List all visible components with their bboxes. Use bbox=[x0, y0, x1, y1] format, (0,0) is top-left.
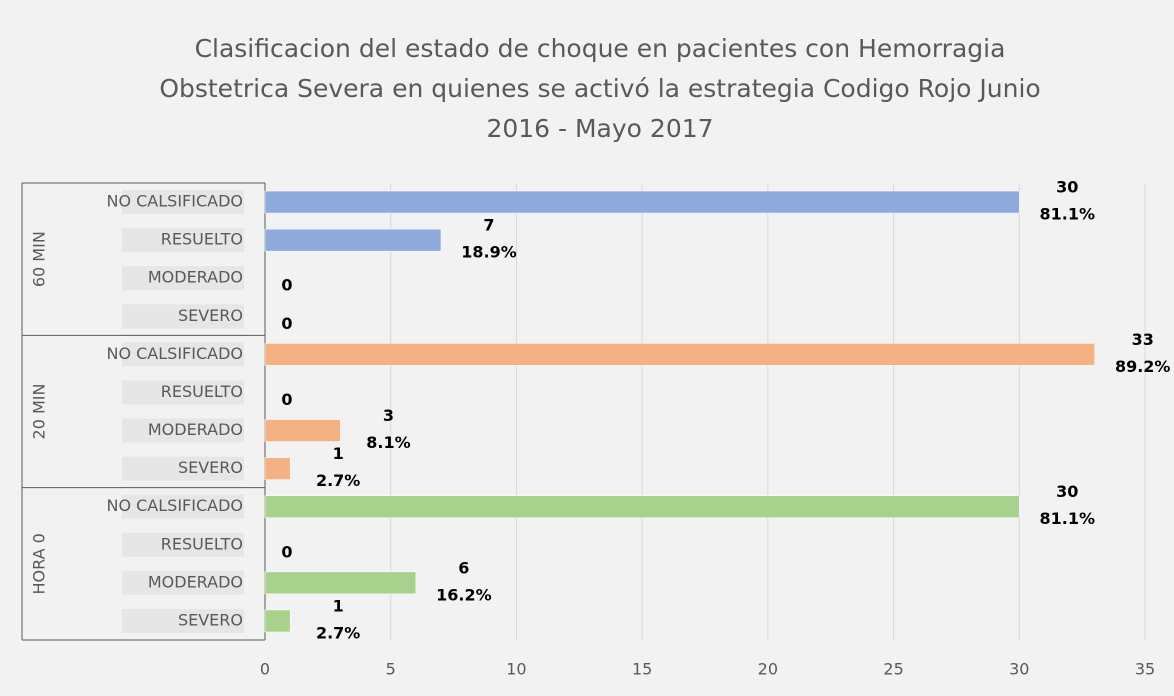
x-tick-label: 0 bbox=[260, 660, 270, 679]
value-label: 1 bbox=[333, 596, 344, 615]
value-label: 1 bbox=[333, 444, 344, 463]
bar bbox=[264, 571, 417, 595]
value-label: 3 bbox=[383, 406, 394, 425]
percent-label: 2.7% bbox=[316, 623, 360, 642]
value-label: 33 bbox=[1132, 330, 1154, 349]
x-tick-label: 15 bbox=[632, 660, 652, 679]
percent-label: 8.1% bbox=[366, 433, 410, 452]
group-label: 20 MIN bbox=[30, 384, 49, 440]
category-label: NO CALSIFICADO bbox=[106, 344, 243, 363]
category-label: NO CALSIFICADO bbox=[106, 192, 243, 211]
x-tick-label: 35 bbox=[1135, 660, 1155, 679]
percent-label: 89.2% bbox=[1115, 357, 1171, 376]
chart-title: 2016 - Mayo 2017 bbox=[486, 114, 713, 143]
bar bbox=[264, 190, 1020, 214]
category-label-bg bbox=[122, 190, 244, 215]
x-tick-label: 20 bbox=[758, 660, 778, 679]
category-label-bg bbox=[122, 418, 244, 443]
category-label-bg bbox=[122, 608, 244, 633]
category-label-bg bbox=[122, 266, 244, 291]
x-tick-label: 25 bbox=[883, 660, 903, 679]
bar bbox=[264, 228, 442, 252]
category-label-bg bbox=[122, 228, 244, 253]
percent-label: 16.2% bbox=[436, 585, 492, 604]
value-label: 0 bbox=[281, 276, 292, 295]
bar bbox=[264, 609, 291, 633]
value-label: 0 bbox=[281, 314, 292, 333]
category-label: RESUELTO bbox=[161, 382, 243, 401]
category-label: SEVERO bbox=[178, 306, 243, 325]
category-label: SEVERO bbox=[178, 458, 243, 477]
bar bbox=[264, 495, 1020, 518]
value-label: 6 bbox=[458, 558, 469, 577]
category-label-bg bbox=[122, 304, 244, 329]
category-label: MODERADO bbox=[148, 268, 243, 287]
percent-label: 81.1% bbox=[1040, 205, 1096, 224]
bar bbox=[264, 457, 291, 480]
value-label: 7 bbox=[483, 216, 494, 235]
category-label: MODERADO bbox=[148, 420, 243, 439]
value-label: 30 bbox=[1056, 178, 1078, 197]
group-label: HORA 0 bbox=[30, 533, 49, 594]
value-label: 30 bbox=[1056, 482, 1078, 501]
group-label: 60 MIN bbox=[30, 231, 49, 287]
percent-label: 81.1% bbox=[1040, 509, 1096, 528]
bar bbox=[264, 419, 341, 442]
category-label-bg bbox=[122, 494, 244, 519]
value-label: 0 bbox=[281, 542, 292, 561]
x-tick-label: 10 bbox=[506, 660, 526, 679]
category-label-bg bbox=[122, 456, 244, 481]
x-tick-label: 5 bbox=[386, 660, 396, 679]
category-label-bg bbox=[122, 570, 244, 595]
value-label: 0 bbox=[281, 390, 292, 409]
percent-label: 18.9% bbox=[461, 243, 517, 262]
category-label: RESUELTO bbox=[161, 534, 243, 553]
bar bbox=[264, 343, 1095, 366]
chart-title: Clasificacion del estado de choque en pa… bbox=[195, 34, 1006, 63]
category-label: NO CALSIFICADO bbox=[106, 496, 243, 515]
category-label-bg bbox=[122, 380, 244, 405]
percent-label: 2.7% bbox=[316, 471, 360, 490]
chart-title: Obstetrica Severa en quienes se activó l… bbox=[159, 74, 1040, 103]
category-label-bg bbox=[122, 532, 244, 557]
x-tick-label: 30 bbox=[1009, 660, 1029, 679]
category-label: SEVERO bbox=[178, 610, 243, 629]
category-label: RESUELTO bbox=[161, 230, 243, 249]
category-label: MODERADO bbox=[148, 572, 243, 591]
category-label-bg bbox=[122, 342, 244, 367]
